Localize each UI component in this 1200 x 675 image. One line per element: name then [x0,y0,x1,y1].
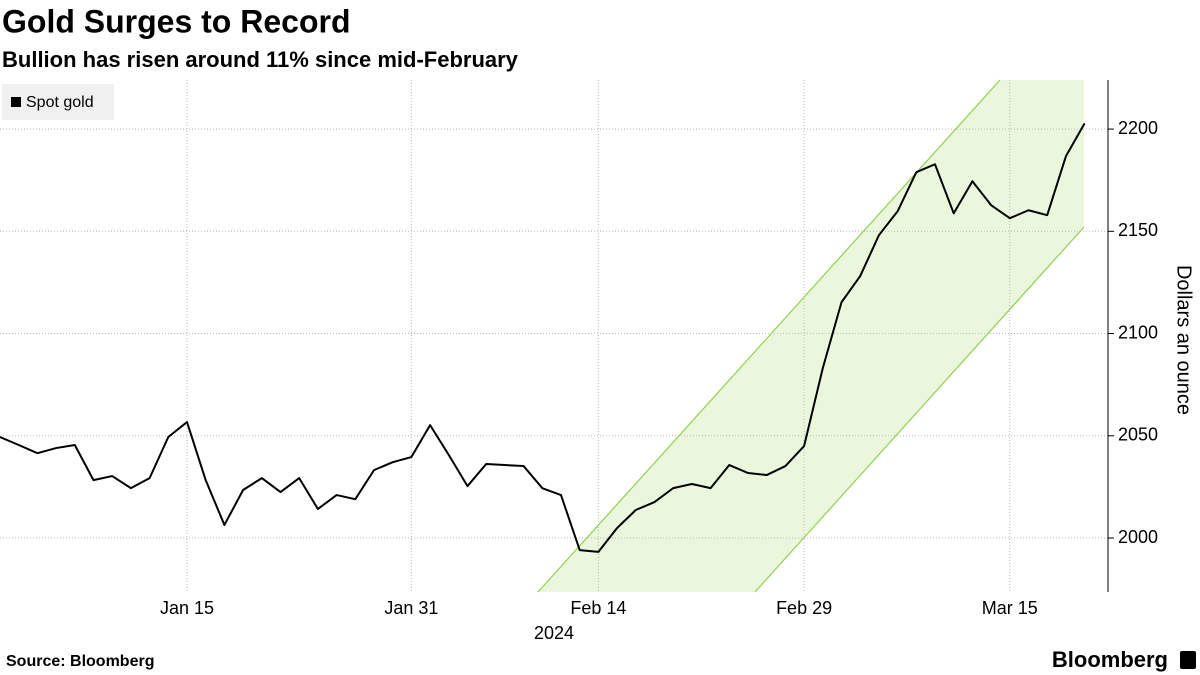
x-tick-label: Jan 31 [384,598,438,618]
channel-lower [754,226,1085,593]
brand-icon [1180,651,1196,669]
x-year-label: 2024 [534,623,574,643]
legend-label: Spot gold [26,94,94,111]
source: Source: Bloomberg [6,653,154,670]
y-tick-label: 2150 [1118,220,1158,240]
x-tick-label: Feb 14 [570,598,626,618]
trend-channel [538,80,1084,592]
y-tick-label: 2200 [1118,118,1158,138]
x-tick-label: Feb 29 [776,598,832,618]
x-tick-label: Mar 15 [982,598,1038,618]
y-tick-label: 2050 [1118,425,1158,445]
y-tick-label: 2000 [1118,527,1158,547]
series-line [0,122,1086,553]
x-tick-label: Jan 15 [160,598,214,618]
chart-title: Gold Surges to Record [2,3,350,39]
legend-swatch [11,97,21,107]
channel-upper [537,79,1001,593]
y-tick-label: 2100 [1118,322,1158,342]
brand: Bloomberg [1052,647,1168,672]
y-axis-label: Dollars an ounce [1173,265,1195,415]
chart-subtitle: Bullion has risen around 11% since mid-F… [2,47,519,72]
